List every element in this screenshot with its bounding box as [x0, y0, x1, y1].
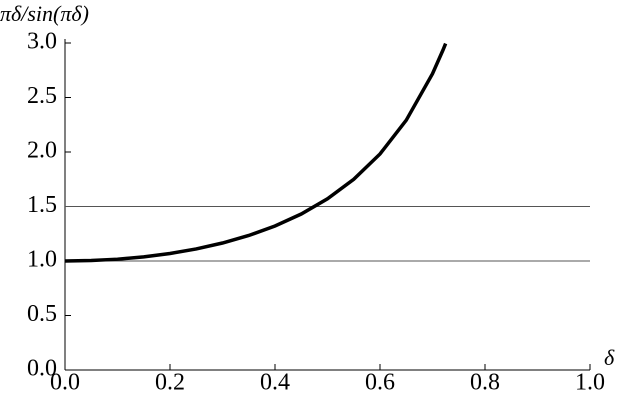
- x-tick-label: 0.8: [470, 370, 500, 396]
- y-tick-label: 2.5: [27, 83, 57, 109]
- curve: [64, 42, 448, 263]
- y-tick-label: 0.5: [27, 301, 57, 327]
- y-tick-label: 1.0: [27, 247, 57, 273]
- x-axis-title: δ: [604, 345, 615, 370]
- y-tick-label: 1.5: [27, 192, 57, 218]
- x-tick-label: 1.0: [575, 370, 605, 396]
- y-tick-label: 2.0: [27, 138, 57, 164]
- x-tick-label: 0.0: [50, 370, 80, 396]
- x-tick-label: 0.2: [155, 370, 185, 396]
- x-tick-label: 0.6: [365, 370, 395, 396]
- y-axis-title: πδ/sin(πδ): [0, 1, 89, 26]
- x-tick-label: 0.4: [260, 370, 290, 396]
- y-tick-label: 3.0: [27, 29, 57, 55]
- y-tick-label: 0.0: [27, 356, 57, 382]
